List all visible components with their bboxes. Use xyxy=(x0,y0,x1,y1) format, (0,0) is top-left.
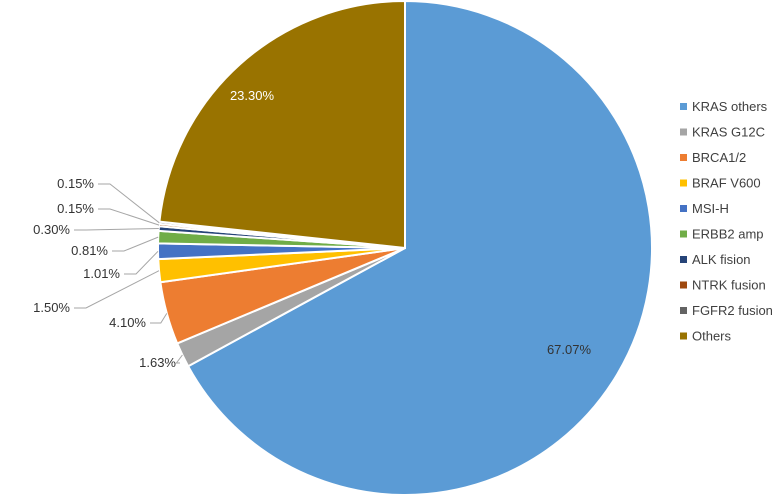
legend: KRAS others KRAS G12C BRCA1/2 BRAF V600 MSI-… xyxy=(680,99,773,344)
pie-slice-kras-others xyxy=(186,0,653,496)
legend-label-erbb2-amp: ERBB2 amp xyxy=(692,227,764,242)
leader-line-brca1-2 xyxy=(150,313,168,324)
legend-swatch-msi-h xyxy=(680,205,687,212)
leader-line-ntrk-fusion xyxy=(98,208,160,226)
leader-line-kras-g12c xyxy=(175,354,183,364)
data-label-erbb2-amp: 0.81% xyxy=(71,243,108,258)
data-label-others: 23.30% xyxy=(230,88,275,103)
legend-label-braf-v600: BRAF V600 xyxy=(692,176,761,191)
legend-label-kras-g12c: KRAS G12C xyxy=(692,125,765,140)
data-label-ntrk-fusion: 0.15% xyxy=(57,201,94,216)
leader-lines xyxy=(74,183,183,364)
legend-swatch-fgfr2-fusion xyxy=(680,307,687,314)
legend-swatch-alk-fision xyxy=(680,256,687,263)
leader-line-erbb2-amp xyxy=(112,236,159,252)
data-label-kras-g12c: 1.63% xyxy=(139,355,176,370)
data-label-fgfr2-fusion: 0.15% xyxy=(57,176,94,191)
leader-line-alk-fision xyxy=(74,228,159,231)
legend-swatch-kras-g12c xyxy=(680,128,687,136)
legend-label-ntrk-fusion: NTRK fusion xyxy=(692,278,766,293)
data-labels: 67.07% 1.63% 4.10% 1.50% 1.01% 0.81%0.30% 0.15… xyxy=(33,88,591,370)
leader-line-braf-v600 xyxy=(74,270,160,309)
data-label-kras-others: 67.07% xyxy=(547,342,592,357)
data-label-brca1-2: 4.10% xyxy=(109,315,146,330)
legend-label-kras-others: KRAS others xyxy=(692,99,768,114)
data-label-alk-fision: 0.30% xyxy=(33,222,70,237)
legend-swatch-erbb2-amp xyxy=(680,230,687,238)
legend-swatch-braf-v600 xyxy=(680,179,687,187)
legend-label-alk-fision: ALK fision xyxy=(692,252,751,267)
data-label-braf-v600: 1.50% xyxy=(33,300,70,315)
data-label-msi-h: 1.01% xyxy=(83,266,120,281)
legend-label-brca1-2: BRCA1/2 xyxy=(692,150,746,165)
leader-line-msi-h xyxy=(124,250,159,275)
leader-line-fgfr2-fusion xyxy=(98,183,160,224)
legend-label-msi-h: MSI-H xyxy=(692,201,729,216)
legend-swatch-others xyxy=(680,332,687,340)
legend-swatch-brca1-2 xyxy=(680,154,687,161)
legend-label-others: Others xyxy=(692,329,732,344)
pie-slice-others xyxy=(158,0,406,250)
pie-slices xyxy=(156,0,653,496)
legend-label-fgfr2-fusion: FGFR2 fusion xyxy=(692,303,773,318)
legend-swatch-kras-others xyxy=(680,103,687,110)
legend-swatch-ntrk-fusion xyxy=(680,281,687,289)
